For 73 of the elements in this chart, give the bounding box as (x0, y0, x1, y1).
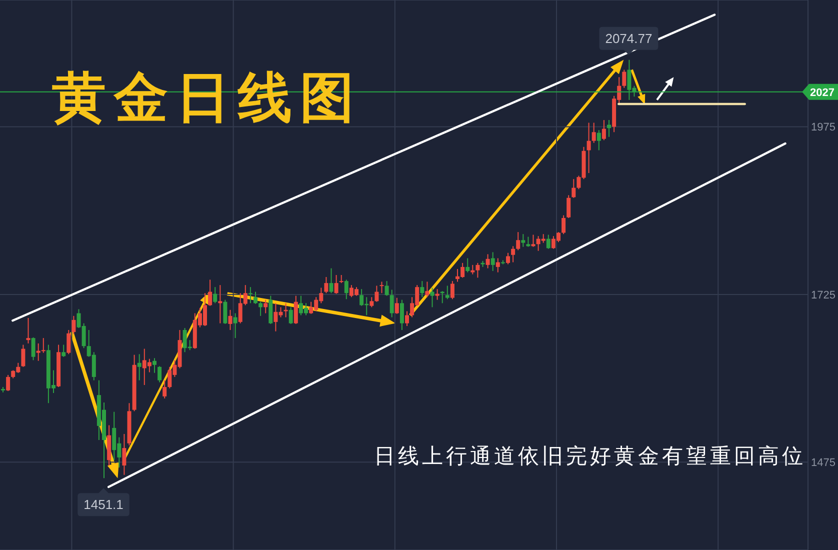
candlestick (162, 380, 167, 399)
candlestick (430, 287, 434, 308)
candlestick (531, 234, 536, 248)
candlestick (562, 214, 566, 235)
candlestick (213, 286, 218, 304)
candlestick (374, 285, 379, 302)
y-tick-label: 1725 (811, 289, 836, 302)
candlestick (254, 291, 258, 304)
candlestick (511, 246, 516, 263)
candlestick (526, 236, 530, 248)
candlestick (394, 297, 399, 314)
candlestick (228, 309, 232, 330)
candlestick (41, 338, 46, 354)
candlestick (233, 312, 238, 339)
candlestick (122, 433, 126, 476)
candlestick (435, 288, 440, 300)
candlestick (344, 279, 348, 300)
candlestick (400, 299, 404, 330)
candlestick (137, 354, 142, 381)
candlestick (425, 281, 430, 298)
candlestick (566, 194, 571, 218)
candlestick (248, 286, 252, 304)
candlestick (450, 280, 454, 300)
candlestick (420, 280, 424, 298)
candlestick (602, 120, 606, 141)
candlestick (596, 130, 601, 151)
candlestick (62, 344, 66, 358)
candlestick (258, 301, 263, 316)
candlestick (31, 336, 36, 361)
candlestick (622, 69, 626, 88)
candlestick (516, 232, 520, 251)
candlestick (21, 344, 26, 368)
candlestick (6, 374, 10, 392)
candlestick (264, 299, 268, 314)
candlestick (223, 299, 228, 324)
candlestick (380, 281, 384, 294)
candlestick (466, 258, 470, 273)
candlestick (486, 254, 490, 269)
candlestick (158, 366, 162, 383)
annotation: 日线上行通道依旧完好黄金有望重回高位 (374, 444, 806, 470)
candlestick (384, 280, 389, 296)
candlestick (476, 262, 480, 278)
candlestick (490, 252, 495, 272)
y-tick-label: 1475 (811, 457, 836, 470)
candlestick (445, 285, 450, 300)
candlestick (288, 306, 293, 324)
y-tick-label: 1975 (811, 122, 836, 134)
candlestick (208, 279, 212, 306)
candlestick (334, 274, 338, 294)
candlestick (496, 258, 500, 273)
candlestick (546, 234, 550, 250)
candlestick (586, 122, 591, 174)
candlestick (470, 264, 475, 275)
candlestick (390, 289, 394, 318)
candlestick (26, 317, 30, 344)
candlestick (152, 358, 156, 374)
candlestick (405, 310, 409, 326)
candlestick (36, 342, 40, 362)
candlestick (66, 330, 71, 355)
annotation: 1451.1 (84, 497, 124, 512)
candlestick (268, 295, 273, 324)
annotation: 2074.77 (605, 30, 652, 46)
candlestick (329, 268, 334, 294)
candlestick (218, 284, 222, 324)
candlestick (592, 122, 596, 144)
candlestick (506, 252, 510, 265)
candlestick (572, 178, 576, 198)
candlestick (294, 295, 298, 324)
candlestick (72, 315, 76, 335)
candlestick (324, 276, 328, 294)
ref-line-label: 2027 (810, 86, 834, 99)
candlestick (370, 296, 374, 308)
candlestick (521, 234, 526, 248)
